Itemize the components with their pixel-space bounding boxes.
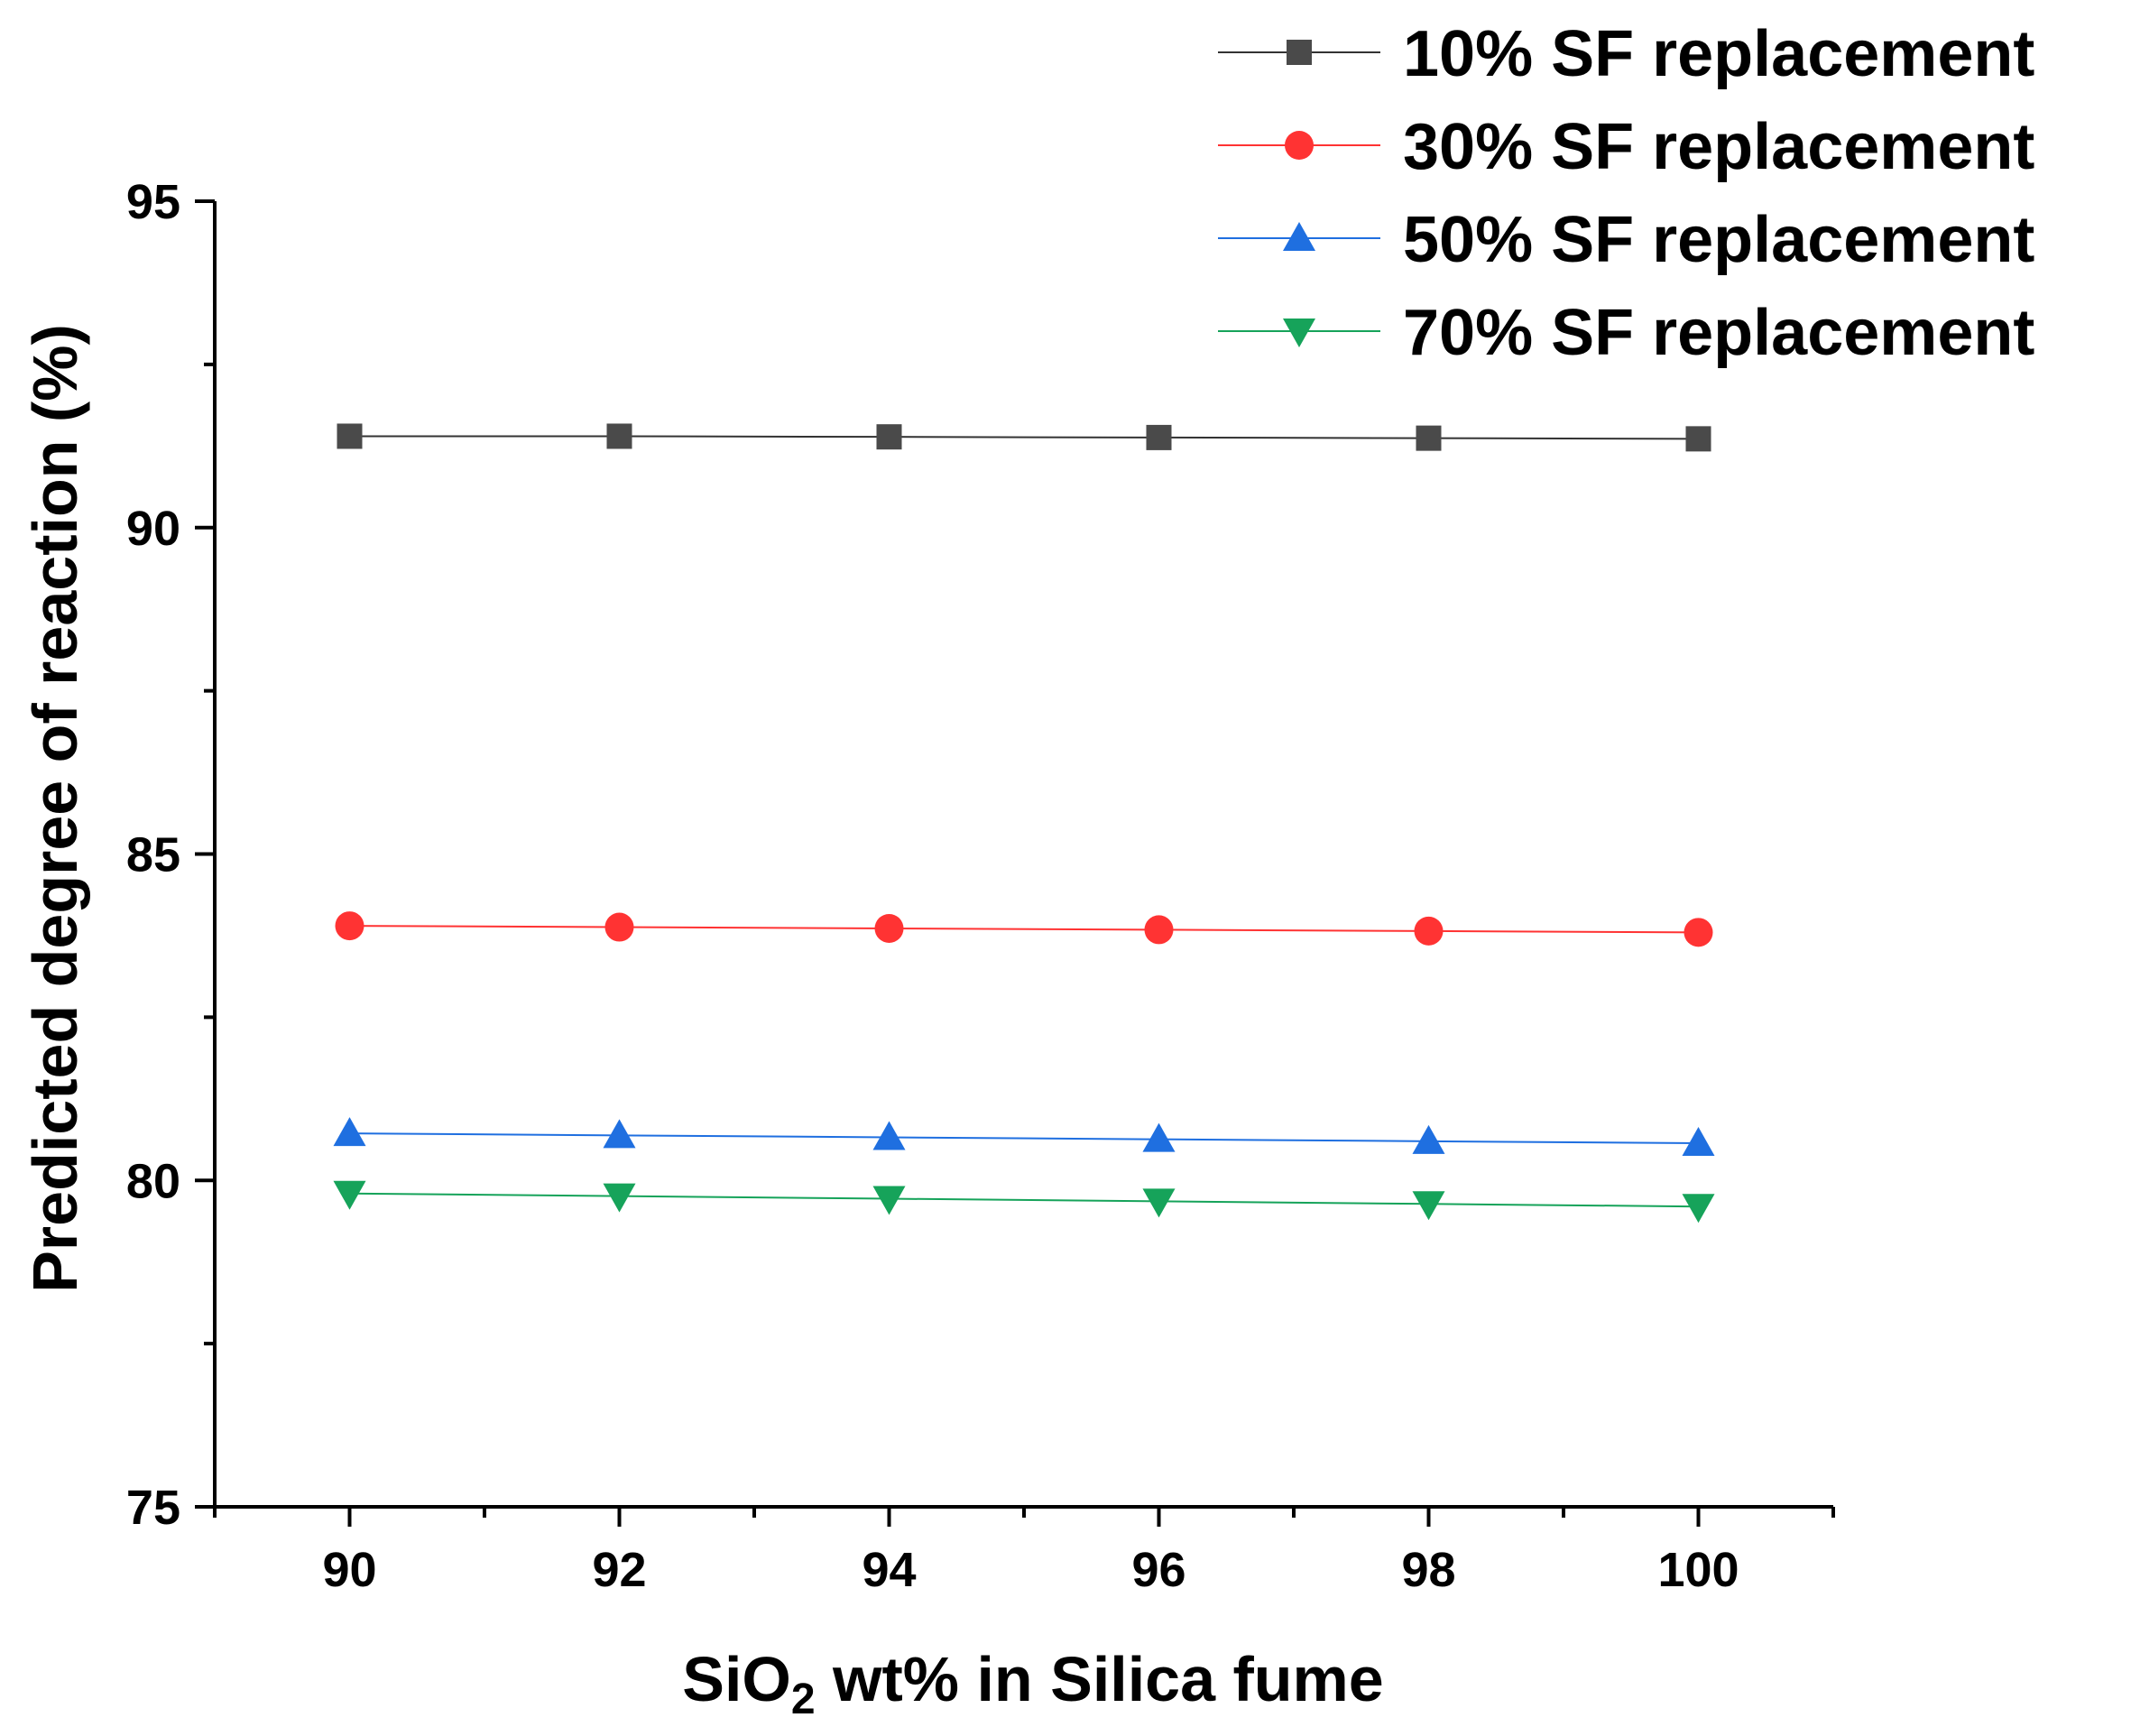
series-line	[349, 925, 1699, 934]
legend-marker	[1283, 222, 1315, 251]
x-tick-label: 100	[1657, 1543, 1739, 1597]
legend-label: 70% SF replacement	[1403, 297, 2034, 369]
legend-entry-4: 70% SF replacement	[1218, 297, 2034, 369]
x-axis-title-main: SiO	[682, 1644, 791, 1714]
data-point	[335, 911, 364, 941]
legend-entry-2: 30% SF replacement	[1218, 111, 2034, 183]
x-tick-label: 96	[1131, 1543, 1185, 1597]
x-tick-label: 94	[862, 1543, 916, 1597]
data-point	[1684, 918, 1713, 947]
y-tick-label: 75	[126, 1481, 180, 1535]
data-point	[603, 1183, 636, 1213]
x-axis-title: SiO2 wt% in Silica fume	[682, 1644, 1383, 1723]
series-2	[335, 911, 1713, 947]
y-axis-title: Predicted degree of reaction (%)	[20, 324, 90, 1293]
legend: 10% SF replacement 30% SF replacement 50% …	[1218, 18, 2034, 369]
data-point	[1685, 426, 1711, 452]
series-line	[349, 1132, 1699, 1145]
data-point	[606, 423, 632, 449]
series-1	[337, 423, 1711, 452]
y-tick-label: 80	[126, 1154, 180, 1208]
series-layer	[333, 423, 1715, 1224]
data-point	[1144, 915, 1174, 945]
legend-entry-1: 10% SF replacement	[1218, 18, 2034, 90]
y-tick-label: 90	[126, 502, 180, 556]
x-tick-label: 98	[1401, 1543, 1455, 1597]
legend-label: 30% SF replacement	[1403, 111, 2034, 183]
series-3	[333, 1117, 1715, 1157]
x-axis-title-suffix: wt% in Silica fume	[816, 1644, 1384, 1714]
data-point	[872, 1186, 906, 1215]
data-point	[1682, 1194, 1715, 1224]
legend-label: 10% SF replacement	[1403, 18, 2034, 90]
data-point	[333, 1180, 366, 1210]
data-point	[876, 424, 902, 450]
legend-entry-3: 50% SF replacement	[1218, 204, 2034, 276]
data-point	[1146, 424, 1172, 450]
axes: 75 80 85 90 95 90 92 94 96 98 100	[126, 175, 1835, 1597]
data-point	[1414, 916, 1444, 946]
legend-marker	[1285, 131, 1314, 160]
data-point	[1412, 1124, 1445, 1154]
series-line	[349, 435, 1699, 440]
x-tick-label: 92	[592, 1543, 646, 1597]
x-axis-title-subscript: 2	[791, 1676, 816, 1723]
data-point	[1682, 1127, 1715, 1157]
data-point	[1416, 425, 1442, 451]
legend-label: 50% SF replacement	[1403, 204, 2034, 276]
legend-marker	[1287, 40, 1312, 65]
data-point	[333, 1117, 366, 1147]
y-tick-label: 85	[126, 828, 180, 882]
data-point	[1142, 1188, 1176, 1218]
x-tick-label: 90	[322, 1543, 376, 1597]
data-point	[872, 1121, 906, 1150]
data-point	[337, 423, 363, 449]
data-point	[603, 1119, 636, 1149]
series-4	[333, 1180, 1715, 1224]
data-point	[604, 912, 634, 942]
y-tick-label: 95	[126, 175, 180, 229]
series-line	[349, 1192, 1699, 1208]
data-point	[1412, 1191, 1445, 1221]
legend-marker	[1283, 319, 1315, 347]
data-point	[1142, 1122, 1176, 1152]
data-point	[874, 913, 904, 943]
